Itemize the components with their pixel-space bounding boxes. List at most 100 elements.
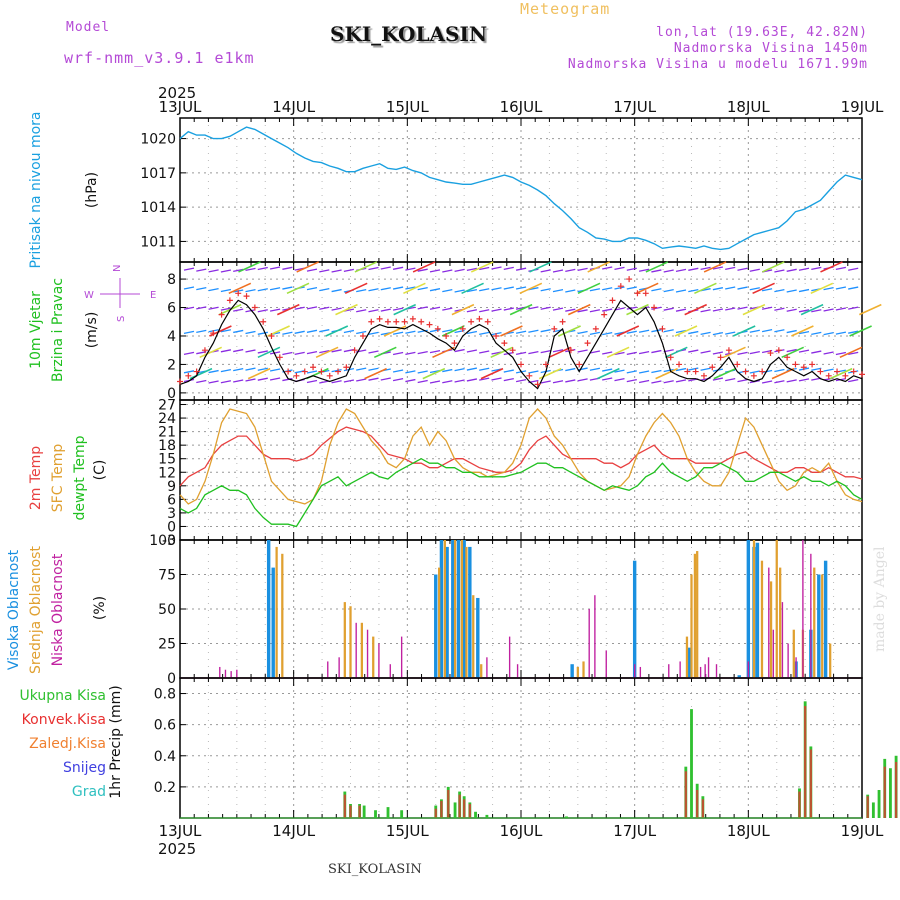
wind-direction-arrow [405, 351, 416, 356]
top-tick-label: 17JUL [613, 98, 656, 116]
cloud-bar [787, 643, 789, 678]
wind-gust-arrow [800, 303, 824, 316]
lonlat-label: lon,lat (19.63E, 42.82N) [656, 25, 868, 40]
wind-direction-arrow [552, 380, 564, 384]
wind-direction-arrow [269, 377, 281, 381]
precip-bar [809, 749, 812, 818]
wind-direction-arrow [614, 307, 625, 311]
wind-gust-arrow [635, 282, 659, 295]
cloud-bar [772, 629, 775, 678]
wind-direction-arrow [331, 368, 342, 373]
wind-direction-arrow [257, 288, 268, 292]
wind-gust-marker [526, 372, 533, 379]
wind-direction-arrow [220, 368, 232, 373]
precip-bar [440, 800, 443, 818]
wind-gust-arrow [296, 261, 320, 273]
wind-gust-marker [301, 368, 308, 375]
wind-direction-arrow [798, 378, 810, 382]
wind-gust-marker [251, 304, 258, 311]
wind-direction-arrow [725, 378, 736, 382]
precip-bar [684, 771, 687, 818]
wind-gust-arrow [354, 261, 378, 273]
wind-direction-arrow [663, 307, 674, 311]
precip-bar [888, 768, 892, 818]
wind-gust-marker [667, 354, 674, 361]
wind-gust-marker [859, 371, 865, 378]
wind-direction-arrow [749, 329, 760, 333]
y-tick-label: 2 [167, 357, 176, 373]
wind-gust-marker [260, 318, 267, 325]
precip-bar [400, 810, 404, 818]
wind-gust-marker [692, 368, 699, 375]
wind-gust-arrow [616, 325, 640, 337]
wind-direction-arrow [552, 307, 564, 311]
cloud-bar [438, 567, 441, 678]
wind-direction-arrow [774, 380, 785, 384]
wind-direction-arrow [626, 378, 637, 383]
wind-direction-arrow [269, 351, 281, 355]
wind-gust-marker [759, 368, 766, 375]
wind-gust-marker [177, 378, 183, 385]
cloud-bar [781, 602, 784, 678]
y-tick-label: 1017 [140, 166, 176, 182]
wind-direction-arrow [442, 329, 453, 333]
wind-gust-arrow [558, 325, 581, 337]
cloud-bar [281, 553, 284, 678]
wind-direction-arrow [233, 308, 244, 312]
wind-direction-arrow [700, 266, 711, 271]
wind-direction-arrow [565, 367, 576, 372]
y-tick-label: 18 [158, 438, 176, 454]
wind-gust-marker [276, 354, 283, 361]
wind-direction-arrow [282, 351, 293, 356]
wind-direction-arrow [306, 306, 318, 310]
y-tick-label: 24 [158, 411, 176, 427]
mid-cloud-ylabel: Srednja Oblacnost [28, 546, 44, 674]
wind-direction-arrow [577, 267, 588, 271]
y-tick-label: 0.8 [154, 687, 176, 703]
wind-gust-marker [750, 372, 757, 379]
wind-direction-arrow [466, 309, 478, 313]
wind-gust-marker [401, 318, 408, 325]
wind-direction-arrow [638, 268, 650, 272]
bottom-year-label: 2025 [158, 840, 196, 858]
wind-direction-arrow [356, 330, 367, 335]
wind-direction-arrow [700, 309, 711, 313]
wind-direction-arrow [798, 267, 810, 271]
wind-direction-arrow [282, 377, 293, 382]
wind-direction-arrow [343, 379, 355, 383]
wind-direction-arrow [343, 268, 355, 273]
wind-direction-arrow [725, 266, 736, 270]
wind-direction-arrow [183, 267, 195, 271]
wind-gust-marker [601, 311, 608, 318]
wind-gust-arrow [606, 346, 630, 359]
wind-direction-arrow [331, 288, 342, 293]
cloud-bar [219, 666, 221, 678]
wind-direction-arrow [380, 266, 391, 270]
wind-direction-arrow [737, 351, 748, 355]
wind-direction-arrow [405, 378, 416, 383]
wind-gust-arrow [761, 261, 785, 273]
wind-direction-arrow [306, 379, 318, 384]
wind-direction-arrow [626, 306, 637, 310]
cloud-bar [690, 574, 693, 678]
wind-direction-arrow [565, 289, 576, 293]
wind-direction-arrow [257, 309, 268, 313]
cloud-bar [236, 669, 238, 678]
wind-direction-arrow [774, 368, 785, 373]
wind-gust-marker [285, 368, 292, 375]
y-tick-label: 21 [158, 425, 176, 441]
wind-direction-arrow [392, 377, 404, 382]
cloud-bar [476, 597, 480, 678]
wind-direction-arrow [491, 308, 502, 312]
wind-gust-arrow [247, 367, 271, 380]
cloud-bar [795, 657, 797, 678]
precip-legend-0: Ukupna Kisa [19, 688, 106, 704]
compass-s: S [116, 316, 127, 322]
wind-direction-arrow [688, 367, 699, 371]
wind-direction-arrow [491, 266, 502, 270]
bottom-tick-label: 17JUL [613, 822, 656, 840]
wind-gust-arrow [451, 303, 475, 316]
wind-direction-arrow [823, 351, 834, 355]
wind-direction-arrow [392, 266, 404, 270]
